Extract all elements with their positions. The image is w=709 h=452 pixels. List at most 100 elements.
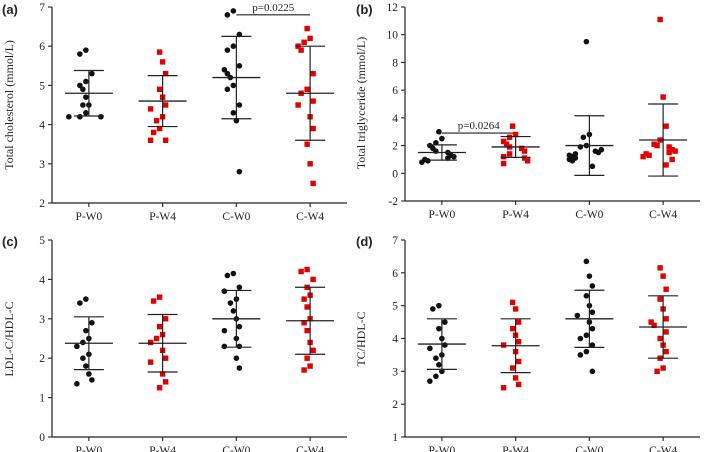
data-point bbox=[83, 110, 89, 116]
data-point bbox=[156, 49, 163, 55]
data-point bbox=[427, 345, 433, 352]
y-tick-label: 7 bbox=[392, 235, 398, 247]
y-tick-label: -2 bbox=[388, 196, 398, 208]
data-point bbox=[83, 94, 89, 100]
data-point bbox=[580, 134, 587, 141]
x-tick-label: C-W4 bbox=[296, 211, 324, 223]
data-point bbox=[583, 38, 590, 45]
data-point bbox=[89, 377, 95, 383]
data-point bbox=[83, 363, 89, 369]
x-tick-label: P-W0 bbox=[428, 445, 455, 452]
data-point bbox=[304, 327, 310, 334]
data-point bbox=[295, 102, 301, 108]
data-point bbox=[660, 94, 666, 100]
data-point bbox=[433, 373, 439, 380]
data-point bbox=[230, 8, 237, 14]
data-point bbox=[445, 155, 451, 161]
y-tick-label: 6 bbox=[392, 268, 398, 280]
data-point bbox=[518, 145, 525, 152]
x-tick-label: P-W4 bbox=[149, 445, 176, 452]
data-point bbox=[663, 348, 669, 355]
x-tick-label: P-W4 bbox=[149, 211, 176, 223]
y-tick-label: 4 bbox=[392, 334, 398, 346]
data-point bbox=[648, 319, 654, 325]
data-point bbox=[98, 113, 104, 120]
data-point bbox=[298, 268, 304, 275]
x-tick-label: C-W4 bbox=[649, 445, 677, 452]
data-point bbox=[156, 86, 163, 93]
data-point bbox=[74, 381, 80, 387]
data-point bbox=[224, 12, 231, 18]
data-point bbox=[433, 355, 439, 362]
data-point bbox=[162, 70, 169, 77]
data-point bbox=[310, 98, 316, 104]
data-point bbox=[577, 352, 584, 358]
data-point bbox=[433, 140, 439, 146]
x-tick-label: C-W0 bbox=[222, 211, 250, 223]
data-point bbox=[224, 70, 231, 77]
data-point bbox=[224, 47, 231, 53]
data-point bbox=[80, 102, 86, 108]
data-point bbox=[80, 355, 86, 362]
series-p-w4 bbox=[138, 294, 187, 391]
series-p-w0 bbox=[417, 128, 466, 165]
data-point bbox=[500, 160, 507, 167]
data-point bbox=[442, 342, 448, 348]
data-point bbox=[589, 342, 596, 348]
data-point bbox=[657, 296, 663, 302]
data-point bbox=[236, 63, 243, 69]
x-tick-label: C-W0 bbox=[575, 445, 603, 452]
data-point bbox=[230, 270, 237, 277]
series-c-w4 bbox=[286, 266, 335, 373]
x-tick-label: C-W4 bbox=[649, 209, 677, 221]
y-tick-label: 2 bbox=[39, 198, 45, 210]
data-point bbox=[586, 273, 593, 279]
data-point bbox=[569, 158, 576, 164]
data-point bbox=[233, 355, 240, 362]
data-point bbox=[224, 86, 231, 93]
x-tick-label: C-W4 bbox=[296, 445, 324, 452]
data-point bbox=[589, 283, 596, 289]
data-point bbox=[304, 304, 310, 310]
data-point bbox=[83, 78, 89, 85]
y-tick-label: 8 bbox=[392, 57, 398, 69]
data-point bbox=[162, 355, 169, 361]
data-point bbox=[298, 47, 304, 53]
y-tick-label: 10 bbox=[387, 30, 399, 42]
data-point bbox=[230, 43, 237, 49]
data-point bbox=[663, 286, 669, 292]
data-point bbox=[512, 306, 519, 312]
data-point bbox=[156, 125, 163, 132]
y-axis-label: TC/HDL-C bbox=[354, 311, 368, 366]
data-point bbox=[159, 371, 166, 377]
data-point bbox=[512, 375, 519, 381]
y-tick-label: 5 bbox=[39, 80, 45, 92]
y-tick-label: 4 bbox=[39, 120, 45, 132]
data-point bbox=[436, 361, 442, 368]
data-point bbox=[640, 153, 646, 160]
data-point bbox=[310, 180, 316, 187]
data-point bbox=[221, 66, 228, 73]
data-point bbox=[162, 137, 169, 143]
data-point bbox=[227, 300, 234, 306]
data-point bbox=[509, 123, 516, 129]
data-point bbox=[425, 158, 431, 164]
data-point bbox=[500, 138, 507, 145]
data-point bbox=[651, 322, 657, 329]
y-axis-label: LDL-C/HDL-C bbox=[2, 301, 16, 376]
data-point bbox=[236, 102, 243, 108]
data-point bbox=[83, 296, 89, 302]
data-point bbox=[77, 300, 83, 306]
data-point bbox=[83, 327, 89, 334]
data-point bbox=[663, 329, 669, 335]
panel-b-total-triglyceride: (b) Total triglyceride (mmol/L) -2 0 2 4 6 8 1… bbox=[354, 2, 700, 221]
data-point bbox=[512, 131, 519, 138]
data-point bbox=[150, 298, 157, 304]
data-point bbox=[427, 378, 433, 384]
panel-c-ldl-hdl-ratio: (c) LDL-C/HDL-C 0 1 2 3 4 5 P-W0 P-W4 C-W0 C-W4 bbox=[2, 234, 347, 452]
data-point bbox=[301, 39, 307, 45]
y-axis-label: Total cholesterol (mmol/L) bbox=[2, 40, 16, 170]
data-point bbox=[521, 148, 528, 154]
panel-label: (b) bbox=[356, 2, 373, 17]
